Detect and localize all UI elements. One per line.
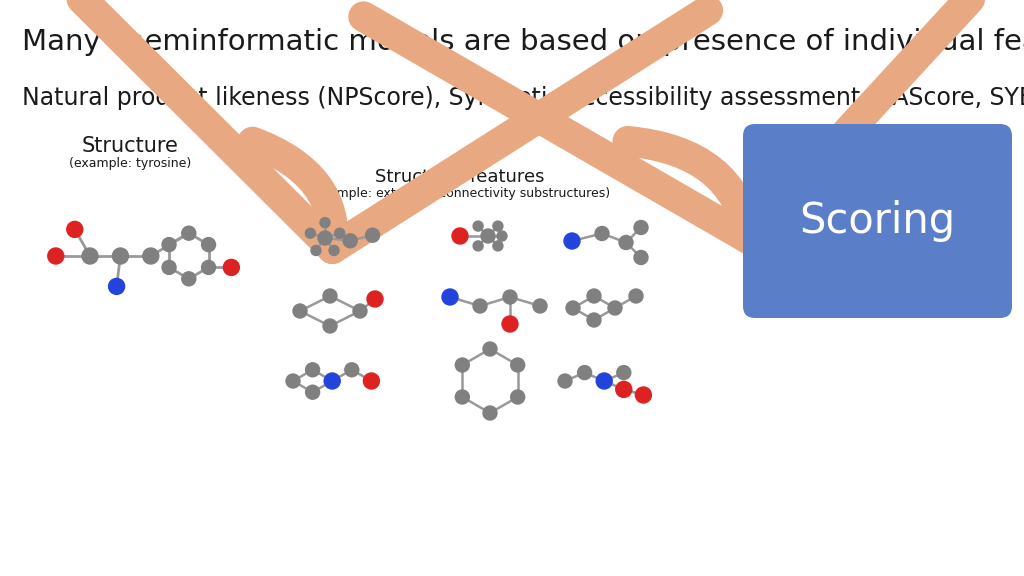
Circle shape	[596, 373, 612, 389]
Text: Structural features: Structural features	[375, 168, 545, 186]
Circle shape	[608, 301, 622, 315]
Circle shape	[558, 374, 572, 388]
Circle shape	[473, 299, 487, 313]
Circle shape	[502, 316, 518, 332]
Circle shape	[142, 248, 159, 264]
Circle shape	[305, 363, 319, 377]
Circle shape	[442, 289, 458, 305]
Circle shape	[564, 233, 580, 249]
Text: (example: tyrosine): (example: tyrosine)	[69, 157, 191, 170]
Circle shape	[534, 299, 547, 313]
Circle shape	[456, 390, 469, 404]
Circle shape	[162, 238, 176, 252]
Circle shape	[305, 385, 319, 399]
Circle shape	[566, 301, 580, 315]
Circle shape	[634, 251, 648, 264]
Circle shape	[319, 218, 330, 228]
Circle shape	[202, 260, 215, 274]
Circle shape	[595, 226, 609, 241]
Text: Structure: Structure	[82, 136, 178, 156]
Circle shape	[323, 289, 337, 303]
Circle shape	[493, 221, 503, 231]
Circle shape	[367, 291, 383, 307]
Circle shape	[82, 248, 98, 264]
Circle shape	[343, 234, 357, 248]
FancyBboxPatch shape	[743, 124, 1012, 318]
Circle shape	[305, 228, 315, 238]
Circle shape	[616, 366, 631, 380]
Circle shape	[202, 238, 215, 252]
Circle shape	[511, 358, 524, 372]
Circle shape	[364, 373, 380, 389]
Circle shape	[481, 229, 495, 243]
Circle shape	[335, 228, 345, 238]
Circle shape	[452, 228, 468, 244]
Circle shape	[615, 381, 632, 397]
Circle shape	[182, 226, 196, 240]
Circle shape	[353, 304, 367, 318]
Text: Scoring: Scoring	[799, 200, 955, 242]
Circle shape	[48, 248, 63, 264]
Circle shape	[182, 272, 196, 286]
Circle shape	[511, 390, 524, 404]
Circle shape	[293, 304, 307, 318]
Text: (example: extended connectivity substructures): (example: extended connectivity substruc…	[309, 187, 610, 200]
Circle shape	[473, 221, 483, 231]
Circle shape	[366, 228, 380, 242]
Circle shape	[587, 313, 601, 327]
Circle shape	[618, 236, 633, 249]
Circle shape	[587, 289, 601, 303]
Circle shape	[483, 342, 497, 356]
Circle shape	[345, 363, 358, 377]
Circle shape	[286, 374, 300, 388]
Circle shape	[636, 387, 651, 403]
Circle shape	[113, 248, 128, 264]
Text: Many cheminformatic models are based on presence of individual features: Many cheminformatic models are based on …	[22, 28, 1024, 56]
Circle shape	[323, 319, 337, 333]
Circle shape	[162, 260, 176, 274]
Circle shape	[67, 221, 83, 237]
Circle shape	[497, 231, 507, 241]
Circle shape	[493, 241, 503, 251]
Circle shape	[483, 406, 497, 420]
Circle shape	[578, 366, 592, 380]
Circle shape	[473, 241, 483, 251]
Circle shape	[223, 259, 240, 275]
Circle shape	[503, 290, 517, 304]
Circle shape	[109, 278, 125, 294]
Circle shape	[456, 358, 469, 372]
Circle shape	[634, 221, 648, 234]
Circle shape	[629, 289, 643, 303]
Circle shape	[329, 245, 339, 256]
Circle shape	[311, 245, 321, 256]
Text: Natural product likeness (NPScore), Synthetic accessibility assessment (SAScore,: Natural product likeness (NPScore), Synt…	[22, 86, 1024, 110]
Circle shape	[325, 373, 340, 389]
Circle shape	[318, 231, 332, 245]
